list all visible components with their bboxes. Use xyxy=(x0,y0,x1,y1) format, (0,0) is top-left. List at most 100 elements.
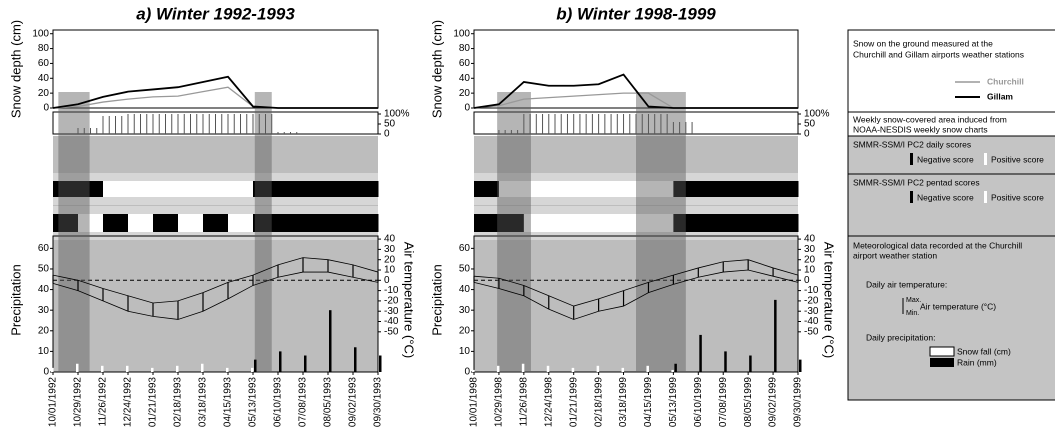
legend-text: Air temperature (°C) xyxy=(920,301,996,311)
score-segment xyxy=(353,181,379,197)
legend-text: airport weather station xyxy=(853,250,937,260)
score-segment xyxy=(253,214,279,232)
legend-text: Positive score xyxy=(991,154,1044,164)
tick-label: -30 xyxy=(804,306,819,317)
shaded-period xyxy=(254,92,272,372)
y-axis-title: Precipitation xyxy=(429,264,444,336)
tick-label: -50 xyxy=(804,326,819,337)
snowfall-bar xyxy=(176,365,179,372)
rain-bar xyxy=(799,359,802,372)
legend-text: Meteorological data recorded at the Chur… xyxy=(853,240,1022,250)
snowfall-bar xyxy=(151,367,154,372)
rain-bar xyxy=(354,347,357,372)
x-tick-label: 01/21/1993 xyxy=(148,377,159,427)
score-segment xyxy=(78,214,104,232)
tick-label: 10 xyxy=(38,346,50,357)
score-segment xyxy=(673,214,699,232)
score-segment xyxy=(278,181,304,197)
score-segment xyxy=(548,214,575,232)
temp-min-line xyxy=(52,271,379,320)
tick-label: 0 xyxy=(43,367,49,378)
temp-min-line xyxy=(473,269,799,320)
legend-text: Positive score xyxy=(991,192,1044,202)
x-tick-label: 03/18/1999 xyxy=(618,377,629,427)
tick-label: 10 xyxy=(804,265,816,276)
legend-text: Negative score xyxy=(917,192,974,202)
score-segment xyxy=(203,181,229,197)
x-tick-label: 06/10/1999 xyxy=(693,377,704,427)
temp-max-line xyxy=(52,257,379,304)
tick-label: 40 xyxy=(459,73,471,84)
x-tick-label: 09/30/1999 xyxy=(793,377,804,427)
legend-text: Churchill and Gillam airports weather st… xyxy=(853,49,1024,59)
score-segment xyxy=(573,181,600,197)
snowfall-bar xyxy=(621,367,625,372)
tick-label: 20 xyxy=(804,254,816,265)
x-tick-label: 10/29/1992 xyxy=(73,377,84,427)
x-tick-label: 05/13/1993 xyxy=(248,377,259,427)
legend-text: SMMR-SSM/I PC2 pentad scores xyxy=(853,177,980,187)
score-segment xyxy=(523,181,550,197)
tick-label: 100 xyxy=(453,28,470,39)
score-segment xyxy=(153,181,179,197)
score-segment xyxy=(203,214,229,232)
tick-label: -20 xyxy=(804,296,819,307)
legend-text: Min. xyxy=(906,310,919,317)
x-tick-label: 12/24/1992 xyxy=(123,377,134,427)
legend-text: NOAA-NESDIS weekly snow charts xyxy=(853,124,988,134)
tick-label: 100% xyxy=(384,109,410,120)
plot-frame xyxy=(52,29,379,109)
legend-text: Gillam xyxy=(987,91,1013,101)
tick-label: 40 xyxy=(38,73,50,84)
legend-text: Max. xyxy=(906,297,921,304)
plot-frame xyxy=(52,235,379,373)
score-segment xyxy=(474,181,500,197)
tick-label: -40 xyxy=(804,316,819,327)
tick-label: 10 xyxy=(459,346,471,357)
tick-label: 60 xyxy=(459,243,471,254)
snowfall-bar xyxy=(51,367,54,372)
score-segment xyxy=(278,214,304,232)
snowfall-bar xyxy=(126,365,129,372)
score-segment xyxy=(178,214,204,232)
y2-axis-title: Air temperature (°C) xyxy=(402,242,417,358)
legend-panel: Snow on the ground measured at the Churc… xyxy=(847,29,1055,401)
legend-text: Daily precipitation: xyxy=(866,332,935,342)
snowfall-bar xyxy=(571,367,575,372)
x-tick-label: 11/26/1998 xyxy=(518,377,529,427)
snowfall-bar xyxy=(671,369,674,372)
legend-text: Churchill xyxy=(987,76,1024,86)
tick-label: -40 xyxy=(384,316,399,327)
shaded-period xyxy=(636,92,686,372)
tick-label: 0 xyxy=(804,129,810,140)
tick-label: -50 xyxy=(384,326,399,337)
tick-label: 20 xyxy=(38,325,50,336)
shaded-period xyxy=(497,92,531,372)
tick-label: 30 xyxy=(804,244,816,255)
tick-label: 0 xyxy=(384,275,390,286)
tick-label: 20 xyxy=(384,254,396,265)
score-segment xyxy=(228,214,254,232)
tick-label: 80 xyxy=(459,43,471,54)
score-segment xyxy=(773,214,799,232)
chart-title: a) Winter 1992-1993 xyxy=(136,4,295,23)
tick-label: 30 xyxy=(459,305,471,316)
snowfall-bar xyxy=(472,369,475,372)
legend-text: Rain (mm) xyxy=(957,357,997,367)
score-segment xyxy=(548,181,575,197)
score-segment xyxy=(573,214,600,232)
score-segment xyxy=(498,214,525,232)
score-segment xyxy=(153,214,179,232)
tick-label: 0 xyxy=(43,103,49,114)
tick-label: 30 xyxy=(38,305,50,316)
score-segment xyxy=(723,214,749,232)
x-tick-label: 03/18/1993 xyxy=(198,377,209,427)
rain-bar xyxy=(254,359,257,372)
x-tick-label: 02/18/1999 xyxy=(593,377,604,427)
score-segment xyxy=(103,181,129,197)
x-tick-label: 09/02/1999 xyxy=(768,377,779,427)
legend-text: Snow fall (cm) xyxy=(957,346,1011,356)
tick-label: 60 xyxy=(38,243,50,254)
plot-frame xyxy=(473,235,799,373)
tick-label: 80 xyxy=(38,43,50,54)
